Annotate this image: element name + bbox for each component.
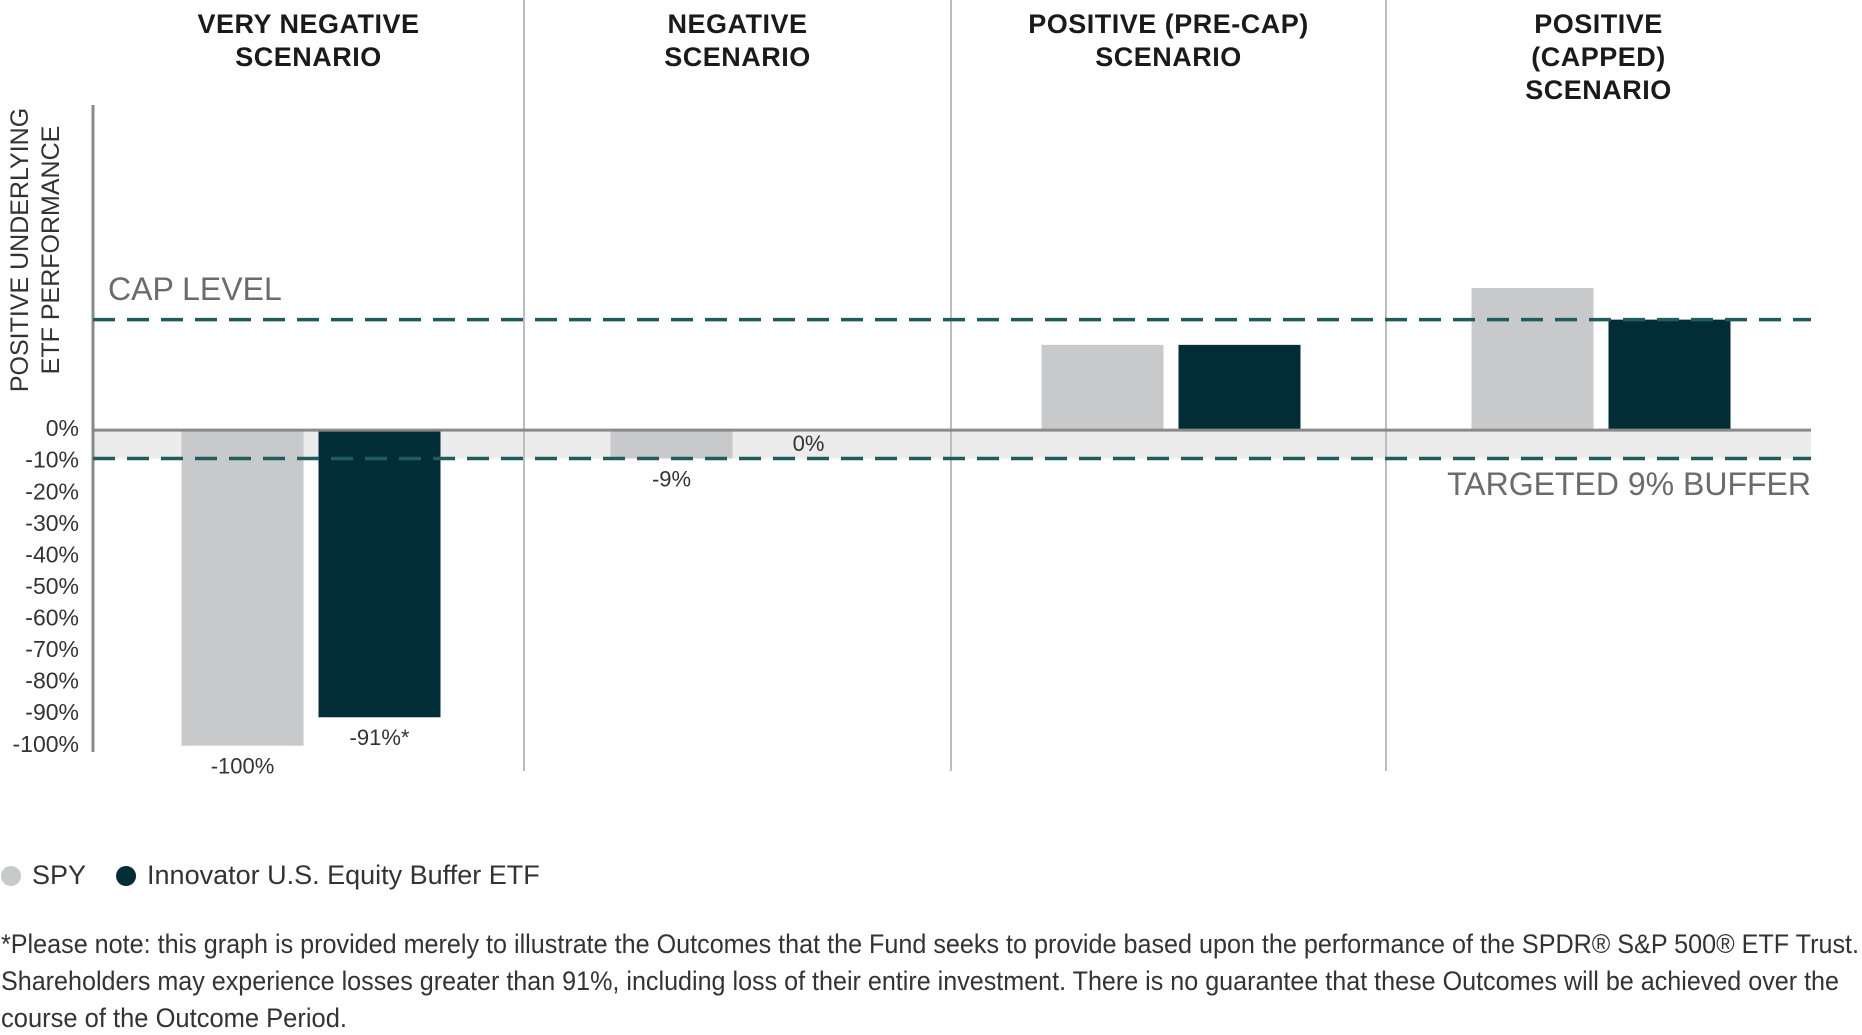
y-tick-label: -50% bbox=[25, 573, 79, 599]
value-label: -9% bbox=[652, 466, 691, 491]
bar bbox=[1178, 344, 1301, 431]
y-tick-label: -60% bbox=[25, 605, 79, 631]
category-title: POSITIVE (CAPPED) SCENARIO bbox=[1525, 9, 1672, 105]
footnote-line: Shareholders may experience losses great… bbox=[1, 966, 1839, 996]
bar bbox=[1608, 319, 1731, 431]
value-label: -91%* bbox=[350, 725, 410, 750]
value-label: 0% bbox=[793, 431, 825, 456]
y-tick-label: 0% bbox=[46, 415, 79, 441]
y-tick-label: -100% bbox=[13, 731, 79, 757]
legend-label: Innovator U.S. Equity Buffer ETF bbox=[147, 860, 540, 890]
reference-label: TARGETED 9% BUFFER bbox=[1447, 466, 1811, 502]
y-tick-label: -10% bbox=[25, 447, 79, 473]
category-title: POSITIVE (PRE-CAP) SCENARIO bbox=[1028, 9, 1309, 72]
y-tick-label: -40% bbox=[25, 541, 79, 567]
bar bbox=[610, 430, 733, 459]
bar bbox=[1041, 344, 1164, 431]
footnote-line: *Please note: this graph is provided mer… bbox=[1, 929, 1859, 959]
y-tick-label: -80% bbox=[25, 668, 79, 694]
footnote-line: course of the Outcome Period. bbox=[1, 1003, 347, 1033]
bar bbox=[1471, 288, 1594, 431]
legend-label: SPY bbox=[32, 860, 86, 890]
y-tick-label: -70% bbox=[25, 636, 79, 662]
legend-swatch bbox=[1, 866, 21, 886]
legend-swatch bbox=[116, 866, 137, 886]
category-title: VERY NEGATIVE SCENARIO bbox=[197, 9, 420, 72]
y-axis-label: POSITIVE UNDERLYING ETF PERFORMANCE bbox=[6, 107, 65, 393]
category-title: NEGATIVE SCENARIO bbox=[664, 9, 811, 72]
bar bbox=[318, 430, 441, 718]
bar bbox=[181, 430, 304, 746]
value-label: -100% bbox=[211, 754, 275, 779]
y-tick-label: -30% bbox=[25, 510, 79, 536]
y-tick-label: -20% bbox=[25, 478, 79, 504]
reference-label: CAP LEVEL bbox=[108, 271, 282, 307]
y-tick-label: -90% bbox=[25, 699, 79, 725]
